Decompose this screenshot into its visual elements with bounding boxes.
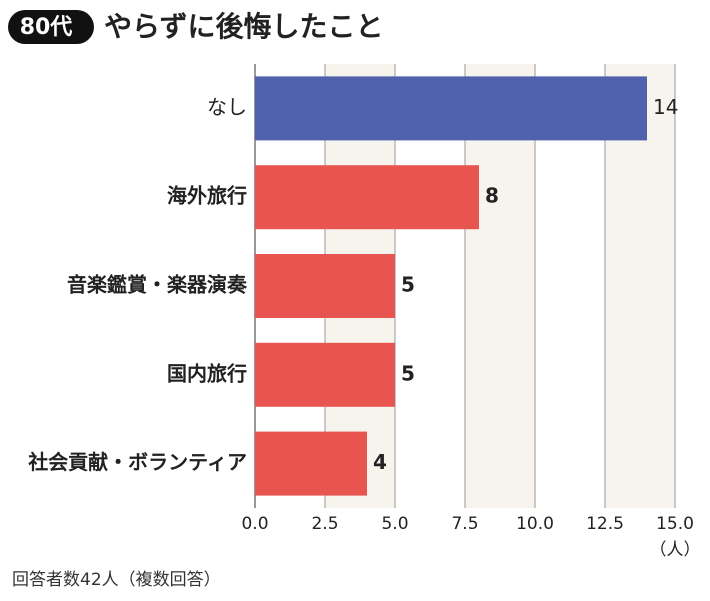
y-tick-label: 社会貢献・ボランティア xyxy=(27,450,247,474)
y-tick-label: 海外旅行 xyxy=(167,184,247,208)
badge-bg xyxy=(8,10,94,44)
badge: 80代 xyxy=(20,15,73,40)
x-tick-label: 5.0 xyxy=(381,514,408,534)
y-tick-label: 国内旅行 xyxy=(167,361,247,385)
value-label: 14 xyxy=(653,95,678,119)
value-label: 5 xyxy=(401,361,415,385)
value-label: 5 xyxy=(401,273,415,297)
x-tick-label: 12.5 xyxy=(586,514,624,534)
x-tick-label: 2.5 xyxy=(311,514,338,534)
x-tick-label: 7.5 xyxy=(451,514,478,534)
unit-label: （人） xyxy=(650,540,701,560)
note: 回答者数42人（複数回答） xyxy=(12,570,221,590)
x-tick-label: 15.0 xyxy=(656,514,694,534)
chart-title: やらずに後悔したこと xyxy=(104,10,383,43)
bar xyxy=(255,342,395,407)
value-label: 8 xyxy=(485,184,499,208)
y-tick-label: 音楽鑑賞・楽器演奏 xyxy=(67,273,248,297)
x-tick-label: 10.0 xyxy=(516,514,554,534)
bar xyxy=(255,254,395,318)
value-label: 4 xyxy=(373,450,387,474)
y-tick-label: なし xyxy=(207,95,247,119)
bar xyxy=(255,76,647,141)
bar xyxy=(255,165,479,230)
bar xyxy=(255,431,367,496)
x-tick-label: 0.0 xyxy=(241,514,268,534)
